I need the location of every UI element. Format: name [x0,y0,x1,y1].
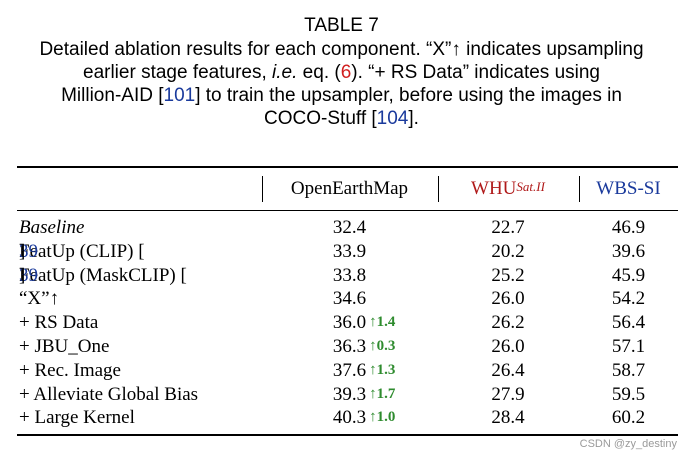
caption-line-1: Detailed ablation results for each compo… [39,39,644,60]
wbs-value: 46.9 [611,217,646,238]
wbs-value: 57.1 [611,335,646,357]
wbs-value: 54.2 [611,288,646,310]
openearthmap-value: 34.6 [332,288,367,310]
table-row: FeatUp (CLIP) [39] 33.9 20.2 39.6 [17,240,678,264]
openearthmap-value: 36.0 ↑1.4 [332,312,396,334]
header-wbs-si: WBS-SI [596,178,661,199]
table-header-rule [17,210,678,211]
table-row: + RS Data 36.0 ↑1.4 26.2 56.4 [17,311,678,335]
table-row: + Rec. Image 37.6 ↑1.3 26.4 58.7 [17,359,678,383]
citation-link-39[interactable]: 39 [19,264,38,286]
whu-value: 22.7 [491,217,525,238]
openearthmap-value: 33.8 [332,264,367,286]
gain-badge: ↑1.3 [369,361,396,378]
row-label: + Alleviate Global Bias [19,383,199,405]
citation-link-101[interactable]: 101 [163,85,196,106]
openearthmap-value: 36.3 ↑0.3 [332,335,396,357]
openearthmap-value: 33.9 [332,240,367,262]
gain-badge: ↑1.4 [369,314,396,331]
table-row: “X”↑ 34.6 26.0 54.2 [17,287,678,311]
table-row: + Large Kernel 40.3 ↑1.0 28.4 60.2 [17,406,678,430]
wbs-value: 59.5 [611,383,646,405]
wbs-value: 58.7 [611,359,646,381]
row-label: “X”↑ [19,288,60,310]
openearthmap-value: 32.4 [332,217,367,238]
wbs-value: 56.4 [611,312,646,334]
caption-line-4: COCO-Stuff [104]. [264,108,419,129]
table-row: Baseline 32.4 22.7 46.9 [17,216,678,240]
whu-value: 28.4 [491,407,525,429]
equation-ref-link[interactable]: 6 [340,62,352,83]
gain-badge: ↑0.3 [369,337,396,354]
table-row: + Alleviate Global Bias 39.3 ↑1.7 27.9 59… [17,383,678,407]
citation-link-39[interactable]: 39 [19,240,38,262]
openearthmap-value: 40.3 ↑1.0 [332,407,396,429]
whu-value: 26.0 [491,288,525,310]
table-title: TABLE 7 [304,15,379,36]
citation-link-104[interactable]: 104 [376,108,409,129]
whu-value: 25.2 [491,264,525,286]
table-row: + JBU_One 36.3 ↑0.3 26.0 57.1 [17,335,678,359]
whu-value: 20.2 [491,240,525,262]
openearthmap-value: 37.6 ↑1.3 [332,359,396,381]
watermark: CSDN @zy_destiny [579,438,677,450]
table-bottom-rule [17,434,678,436]
openearthmap-value: 39.3 ↑1.7 [332,383,396,405]
row-label: + Large Kernel [19,407,135,429]
table-body: Baseline 32.4 22.7 46.9 FeatUp (CLIP) [3… [17,216,678,430]
caption-line-3: Million-AID [101] to train the upsampler… [61,85,622,106]
row-label: + Rec. Image [19,359,121,381]
column-divider [262,176,263,202]
wbs-value: 45.9 [611,264,646,286]
gain-badge: ↑1.0 [369,409,396,426]
whu-value: 26.0 [491,335,525,357]
column-divider [438,176,439,202]
header-whu-sat: WHUSat.II [471,178,545,199]
header-openearthmap: OpenEarthMap [290,178,409,199]
row-label: + RS Data [19,312,99,334]
row-label: + JBU_One [19,335,110,357]
whu-value: 27.9 [491,383,525,405]
gain-badge: ↑1.7 [369,385,396,402]
caption-line-2: earlier stage features, i.e. eq. (6). “+… [83,62,600,83]
row-label: Baseline [19,217,85,238]
whu-value: 26.2 [491,312,525,334]
table-top-rule [17,166,678,168]
wbs-value: 39.6 [611,240,646,262]
whu-value: 26.4 [491,359,525,381]
table-row: FeatUp (MaskCLIP) [39] 33.8 25.2 45.9 [17,264,678,288]
table-caption: TABLE 7 Detailed ablation results for ea… [0,14,683,130]
wbs-value: 60.2 [611,407,646,429]
column-divider [579,176,580,202]
